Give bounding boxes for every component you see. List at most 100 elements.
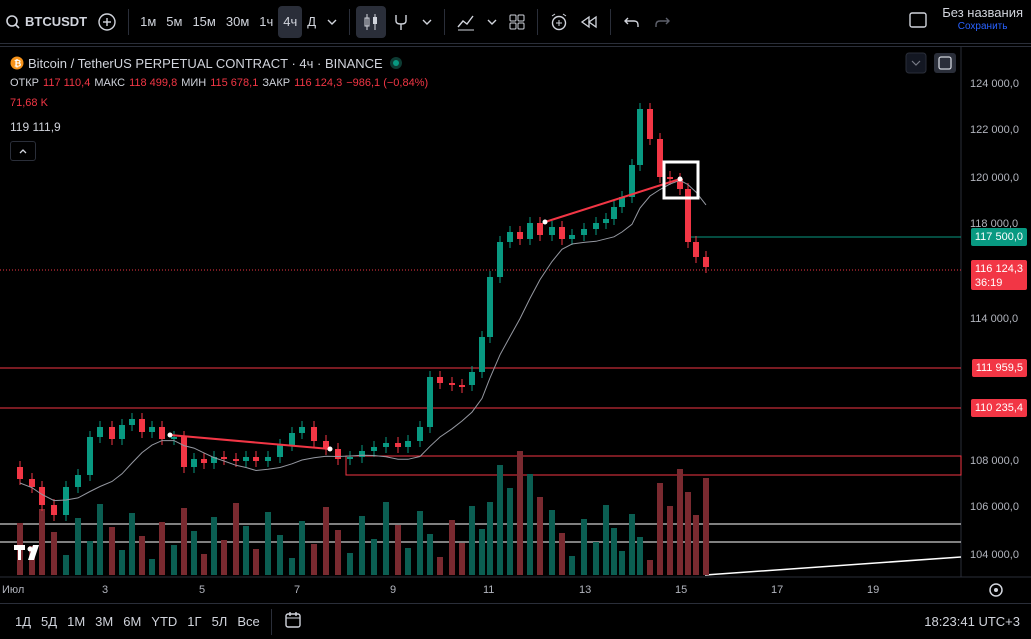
- candle-body: [243, 457, 249, 461]
- range-all[interactable]: Все: [237, 614, 260, 629]
- alarm-clock-icon: [551, 13, 567, 30]
- undo-button[interactable]: [617, 6, 647, 38]
- templates-dropdown-button[interactable]: [481, 6, 503, 38]
- collapse-legend-button[interactable]: [10, 141, 36, 161]
- volume-bar: [383, 502, 389, 575]
- candlestick-icon: [364, 13, 378, 30]
- candle-body: [97, 427, 103, 437]
- candle-body: [265, 457, 271, 461]
- interval-dropdown-button[interactable]: [321, 6, 343, 38]
- range-5y[interactable]: 5Л: [211, 614, 228, 629]
- range-1d[interactable]: 1Д: [15, 614, 32, 629]
- chevron-down-icon: [422, 19, 432, 25]
- interval-4h[interactable]: 4ч: [278, 5, 303, 38]
- chart-type-dropdown-button[interactable]: [416, 6, 438, 38]
- time-axis[interactable]: Июл 3 5 7 9 11 13 15 17 19: [2, 584, 879, 596]
- indicator-templates-button[interactable]: [451, 6, 481, 38]
- candle-body: [171, 437, 177, 439]
- maximize-icon: [938, 56, 952, 70]
- volume-bar: [703, 478, 709, 575]
- interval-15m[interactable]: 15м: [192, 14, 216, 29]
- time-tick: 19: [867, 584, 879, 596]
- candle-body: [191, 459, 197, 467]
- price-axis[interactable]: 124 000,0 122 000,0 120 000,0 118 000,0 …: [970, 78, 1019, 561]
- candle-body: [437, 377, 443, 383]
- interval-1m[interactable]: 1м: [140, 14, 157, 29]
- volume-bar: [277, 535, 283, 575]
- trend-anchor[interactable]: [167, 432, 173, 438]
- last-price: 116 124,3: [974, 263, 1023, 275]
- chart-pane[interactable]: 124 000,0 122 000,0 120 000,0 118 000,0 …: [0, 46, 1031, 602]
- candle-body: [75, 475, 81, 487]
- chevron-up-icon: [19, 149, 27, 154]
- candle-body: [311, 427, 317, 441]
- volume-bar: [149, 559, 155, 575]
- trend-anchor[interactable]: [542, 219, 548, 225]
- trend-anchor[interactable]: [677, 176, 683, 182]
- close-label: ЗАКР: [262, 77, 291, 89]
- range-1y[interactable]: 1Г: [187, 614, 202, 629]
- candle-body: [119, 425, 125, 439]
- range-3m[interactable]: 3М: [95, 614, 114, 629]
- candle-body: [667, 177, 673, 179]
- trend-line-1[interactable]: [169, 434, 331, 450]
- alert-button[interactable]: [544, 6, 574, 38]
- volume-bar: [335, 530, 341, 575]
- clock-timezone[interactable]: 18:23:41 UTC+3: [924, 614, 1020, 629]
- compare-symbol-button[interactable]: [92, 6, 122, 38]
- trend-line-2[interactable]: [544, 178, 681, 223]
- interval-5m[interactable]: 5м: [166, 14, 183, 29]
- candle-body: [335, 449, 341, 459]
- candle-body: [109, 427, 115, 439]
- replay-button[interactable]: [574, 6, 604, 38]
- volume-bar: [693, 515, 699, 575]
- volume-bar: [569, 556, 575, 575]
- range-5d[interactable]: 5Д: [41, 614, 58, 629]
- selection-box[interactable]: [662, 160, 700, 200]
- interval-1h[interactable]: 1ч: [259, 14, 274, 29]
- legend-title-row[interactable]: ₿ Bitcoin / TetherUS PERPETUAL CONTRACT …: [10, 53, 428, 73]
- volume-bar: [427, 534, 433, 575]
- candle-body: [629, 165, 635, 197]
- fullscreen-icon[interactable]: [908, 10, 928, 30]
- volume-bar: [469, 506, 475, 575]
- volume-bar: [581, 519, 587, 575]
- volume-bar: [479, 529, 485, 575]
- separator: [537, 8, 539, 35]
- trend-line-white[interactable]: [704, 556, 962, 576]
- zone-rectangle[interactable]: [345, 455, 962, 476]
- price-chart[interactable]: 124 000,0 122 000,0 120 000,0 118 000,0 …: [0, 47, 1031, 603]
- price-tick: 104 000,0: [970, 549, 1019, 561]
- time-tick: 11: [483, 584, 494, 596]
- plus-circle-icon: [98, 12, 116, 31]
- go-to-date-button[interactable]: [278, 610, 308, 633]
- price-tick: 120 000,0: [970, 172, 1019, 184]
- scroll-down-button[interactable]: [905, 52, 927, 74]
- symbol-search-button[interactable]: BTCUSDT: [0, 6, 92, 38]
- indicators-button[interactable]: [386, 6, 416, 38]
- volume-bar: [39, 509, 45, 575]
- volume-bar: [371, 539, 377, 575]
- interval-1d[interactable]: Д: [307, 14, 317, 29]
- auto-scale-button[interactable]: [934, 53, 956, 73]
- save-layout-button[interactable]: Без названия Сохранить: [942, 6, 1023, 34]
- candle-body: [459, 385, 465, 387]
- legend-title: Bitcoin / TetherUS PERPETUAL CONTRACT · …: [28, 55, 383, 71]
- candles-chart-type-button[interactable]: [356, 5, 387, 38]
- volume-bar: [233, 503, 239, 575]
- chart-settings-icon[interactable]: [989, 583, 1003, 597]
- volume-bar: [109, 527, 115, 575]
- interval-30m[interactable]: 30м: [225, 14, 250, 29]
- range-6m[interactable]: 6М: [123, 614, 142, 629]
- layouts-button[interactable]: [503, 6, 531, 38]
- candle-body: [63, 487, 69, 515]
- candle-body: [323, 441, 329, 449]
- range-ytd[interactable]: YTD: [151, 614, 178, 629]
- trend-anchor[interactable]: [327, 446, 333, 452]
- volume-bar: [637, 537, 643, 575]
- redo-button[interactable]: [647, 6, 677, 38]
- range-1m[interactable]: 1М: [67, 614, 86, 629]
- candle-body: [39, 487, 45, 505]
- open-value: 117 110,4: [43, 77, 91, 89]
- candle-body: [201, 459, 207, 463]
